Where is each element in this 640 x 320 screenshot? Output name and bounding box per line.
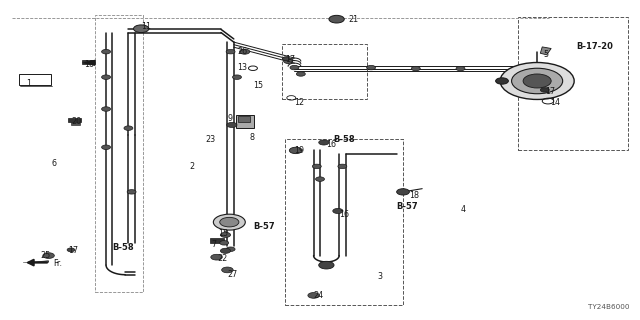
- Circle shape: [397, 189, 410, 195]
- Text: B-57: B-57: [397, 202, 419, 211]
- Circle shape: [333, 208, 343, 213]
- Text: 13: 13: [237, 63, 247, 72]
- Text: 2: 2: [189, 162, 194, 171]
- Text: 11: 11: [141, 22, 151, 31]
- Text: 8: 8: [250, 133, 255, 142]
- Text: 22: 22: [218, 254, 228, 263]
- Circle shape: [308, 292, 319, 298]
- Bar: [282, 44, 367, 100]
- Text: 24: 24: [314, 291, 324, 300]
- Text: 17: 17: [285, 55, 295, 64]
- Circle shape: [282, 57, 290, 60]
- Text: 15: 15: [218, 229, 228, 238]
- Text: B-17-20: B-17-20: [577, 42, 614, 52]
- Text: Fr.: Fr.: [53, 259, 62, 268]
- Circle shape: [211, 254, 222, 260]
- Circle shape: [102, 50, 111, 54]
- Text: 3: 3: [378, 272, 383, 281]
- Circle shape: [312, 164, 321, 169]
- Bar: [19, 74, 51, 85]
- Circle shape: [227, 123, 237, 127]
- Text: 20: 20: [71, 117, 81, 126]
- Circle shape: [102, 75, 111, 79]
- Circle shape: [284, 59, 292, 63]
- Circle shape: [124, 126, 133, 130]
- Circle shape: [319, 261, 334, 269]
- Circle shape: [220, 248, 230, 253]
- Circle shape: [220, 232, 230, 237]
- Circle shape: [495, 78, 508, 84]
- Text: 18: 18: [410, 190, 419, 200]
- Circle shape: [43, 253, 54, 259]
- Text: 23: 23: [205, 135, 215, 144]
- Text: 6: 6: [52, 159, 57, 168]
- Text: B-58: B-58: [113, 243, 134, 252]
- Bar: [83, 60, 95, 64]
- Bar: [238, 116, 250, 122]
- Text: 16: 16: [339, 210, 349, 219]
- Text: B-58: B-58: [333, 135, 355, 144]
- Circle shape: [329, 15, 344, 23]
- Bar: [518, 17, 628, 150]
- Circle shape: [290, 65, 299, 70]
- Text: B-57: B-57: [253, 222, 275, 231]
- Circle shape: [127, 190, 136, 194]
- Polygon shape: [540, 47, 551, 55]
- Bar: [236, 116, 253, 128]
- Circle shape: [289, 147, 302, 154]
- Text: 25: 25: [40, 251, 51, 260]
- Text: 17: 17: [545, 87, 556, 96]
- Text: 5: 5: [543, 50, 548, 59]
- Circle shape: [296, 72, 305, 76]
- Circle shape: [319, 140, 329, 145]
- Circle shape: [239, 49, 250, 54]
- Bar: [285, 139, 403, 305]
- Circle shape: [221, 267, 233, 273]
- Polygon shape: [23, 261, 49, 263]
- Text: 26: 26: [237, 47, 247, 56]
- Text: TY24B6000: TY24B6000: [588, 304, 630, 310]
- Circle shape: [338, 164, 347, 169]
- Circle shape: [511, 68, 563, 94]
- Circle shape: [500, 62, 574, 100]
- Bar: [71, 123, 80, 125]
- Circle shape: [367, 65, 376, 70]
- Circle shape: [523, 74, 551, 88]
- Bar: [95, 15, 143, 292]
- Text: 4: 4: [461, 205, 465, 214]
- Text: 7: 7: [211, 240, 216, 249]
- Circle shape: [220, 217, 239, 227]
- Circle shape: [134, 25, 149, 33]
- Circle shape: [102, 107, 111, 111]
- Text: 27: 27: [227, 270, 237, 279]
- Circle shape: [213, 214, 245, 230]
- Text: 9: 9: [227, 114, 232, 123]
- Text: 12: 12: [294, 98, 305, 107]
- Text: 19: 19: [294, 146, 305, 155]
- Circle shape: [226, 50, 235, 54]
- Circle shape: [67, 248, 75, 252]
- Circle shape: [102, 145, 111, 149]
- Text: 10: 10: [84, 60, 93, 69]
- Text: 15: 15: [253, 81, 264, 90]
- Circle shape: [316, 177, 324, 181]
- Text: 14: 14: [550, 98, 560, 107]
- Circle shape: [540, 88, 549, 92]
- Text: 17: 17: [68, 246, 78, 255]
- Bar: [68, 118, 81, 123]
- Text: 1: 1: [26, 79, 31, 88]
- Bar: [209, 238, 223, 244]
- Circle shape: [220, 241, 228, 245]
- Text: 16: 16: [326, 140, 337, 148]
- Text: 21: 21: [349, 15, 359, 24]
- Circle shape: [412, 66, 420, 71]
- Circle shape: [456, 66, 465, 71]
- Circle shape: [232, 75, 241, 79]
- Circle shape: [226, 247, 235, 252]
- Polygon shape: [82, 60, 95, 66]
